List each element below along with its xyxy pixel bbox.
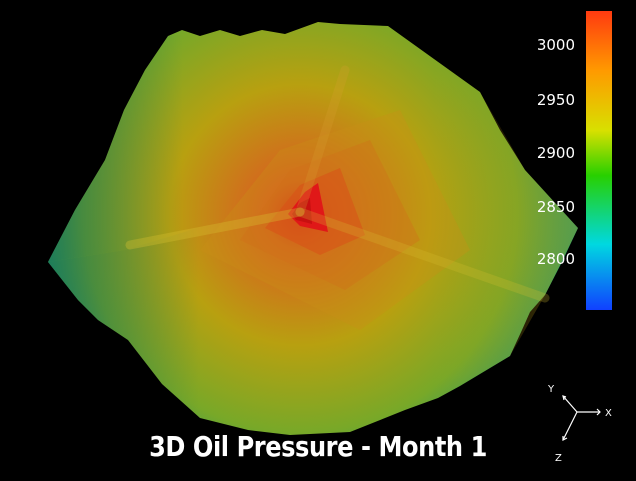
colorbar-tick-2850: 2850	[537, 198, 575, 216]
triad-y-axis	[562, 395, 578, 413]
triad-x-label: X	[605, 408, 612, 419]
colorbar-tick-2900: 2900	[537, 144, 575, 162]
colorbar-tick-2800: 2800	[537, 250, 575, 268]
color-bar	[586, 11, 612, 310]
triad-y-label: Y	[547, 384, 555, 395]
pressure-core-center	[292, 198, 312, 224]
axis-triad	[562, 395, 601, 441]
left-face-shade	[48, 22, 318, 262]
colorbar-tick-2950: 2950	[537, 91, 575, 109]
colorbar-tick-3000: 3000	[537, 36, 575, 54]
color-bar-ticks: 3000 2950 2900 2850 2800	[537, 36, 575, 268]
color-bar-gradient	[586, 11, 612, 310]
figure-caption: 3D Oil Pressure - Month 1	[149, 430, 487, 463]
triad-z-label: Z	[555, 453, 562, 464]
triad-z-axis	[562, 411, 578, 441]
right-face-warm	[290, 22, 578, 432]
lower-left-face-shade	[48, 200, 350, 435]
ridge-lines	[125, 65, 550, 303]
reservoir-surface	[48, 22, 578, 435]
